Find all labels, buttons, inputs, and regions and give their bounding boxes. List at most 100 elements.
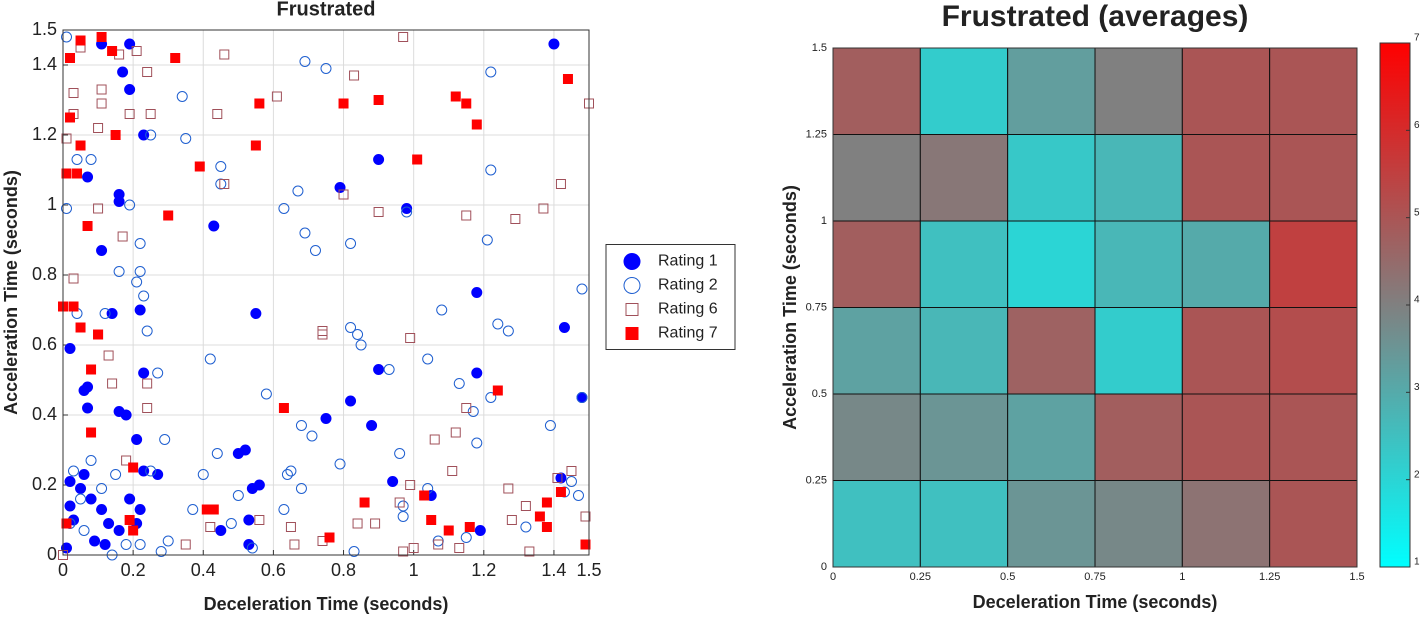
data-point — [93, 329, 104, 340]
data-point — [366, 420, 378, 431]
data-point — [128, 462, 139, 473]
y-tick-label: 1.5 — [812, 42, 827, 54]
data-point — [117, 66, 129, 78]
data-point — [134, 266, 146, 277]
heatmap-cell — [1094, 307, 1183, 395]
data-point — [306, 430, 318, 442]
y-tick-label: 1.25 — [806, 128, 827, 140]
data-point — [566, 466, 577, 476]
x-tick-label: 0 — [58, 560, 68, 580]
data-point — [254, 515, 265, 525]
data-point — [212, 109, 223, 119]
data-point — [246, 542, 258, 554]
data-point — [163, 210, 174, 221]
data-point — [96, 483, 108, 494]
heatmap-cell — [1007, 307, 1096, 395]
x-tick-label: 0.75 — [1084, 571, 1105, 583]
data-point — [254, 98, 265, 109]
data-point — [471, 367, 483, 379]
data-point — [65, 112, 76, 123]
heatmap-cell — [919, 480, 1009, 568]
data-point — [232, 448, 244, 459]
data-point — [408, 543, 419, 553]
x-tick-label: 1.5 — [576, 560, 601, 580]
data-point — [138, 290, 150, 302]
data-point — [541, 522, 552, 532]
data-point — [485, 66, 497, 78]
data-point — [492, 385, 503, 396]
data-point — [555, 487, 566, 497]
data-point — [562, 74, 573, 84]
data-point — [86, 364, 97, 375]
heatmap-cell — [919, 393, 1009, 481]
data-point — [471, 437, 483, 449]
data-point — [134, 504, 146, 515]
data-point — [348, 546, 360, 557]
legend-label: Rating 1 — [658, 253, 718, 270]
data-point — [64, 500, 76, 512]
y-tick-label: 0.25 — [806, 474, 827, 486]
data-point — [120, 539, 132, 550]
data-point — [124, 84, 136, 95]
data-point — [429, 434, 440, 445]
data-point — [68, 273, 79, 284]
data-point — [345, 238, 357, 249]
data-point — [142, 378, 153, 389]
data-point — [401, 203, 413, 214]
data-point — [103, 350, 114, 361]
data-point — [278, 203, 290, 214]
data-point — [461, 98, 472, 109]
data-point — [576, 392, 588, 403]
x-tick-label: 1 — [1179, 571, 1185, 583]
heatmap-cell — [1269, 393, 1358, 481]
data-point — [405, 480, 416, 490]
data-point — [544, 420, 556, 431]
data-point — [243, 514, 255, 526]
data-point — [447, 466, 458, 476]
legend-marker — [623, 253, 641, 270]
data-point — [481, 234, 493, 246]
data-point — [180, 539, 191, 550]
data-point — [117, 231, 128, 242]
heatmap-cell — [1094, 134, 1183, 222]
y-tick-label: 0.4 — [32, 404, 57, 424]
y-tick-label: 0.8 — [32, 264, 57, 284]
data-point — [436, 304, 448, 316]
data-point — [506, 515, 517, 525]
data-point — [208, 504, 219, 515]
x-tick-label: 0.25 — [910, 571, 931, 583]
data-point — [576, 283, 588, 295]
data-point — [485, 392, 497, 403]
data-point — [155, 546, 167, 557]
heatmap-cell — [919, 307, 1009, 395]
data-point — [426, 515, 437, 525]
data-point — [219, 49, 230, 60]
data-point — [474, 525, 486, 536]
data-point — [170, 53, 181, 63]
data-point — [565, 476, 577, 487]
data-point — [124, 199, 136, 211]
data-point — [299, 227, 311, 239]
data-point — [320, 63, 332, 74]
data-point — [461, 403, 472, 413]
x-axis-label: Deceleration Time (seconds) — [204, 594, 449, 614]
heatmap-cell — [1269, 47, 1358, 135]
data-point — [419, 490, 430, 501]
legend-label: Rating 7 — [658, 325, 718, 342]
heatmap-cell — [832, 134, 921, 222]
data-point — [538, 203, 549, 214]
data-point — [292, 185, 304, 197]
data-point — [334, 458, 346, 470]
data-point — [113, 525, 125, 536]
data-point — [278, 403, 289, 413]
data-point — [383, 364, 395, 375]
data-point — [96, 84, 107, 95]
data-point — [131, 434, 143, 445]
data-point — [71, 154, 83, 165]
data-point — [394, 497, 405, 508]
data-point — [134, 539, 146, 550]
heatmap-cell — [1007, 220, 1096, 308]
heatmap-cell — [832, 307, 921, 395]
